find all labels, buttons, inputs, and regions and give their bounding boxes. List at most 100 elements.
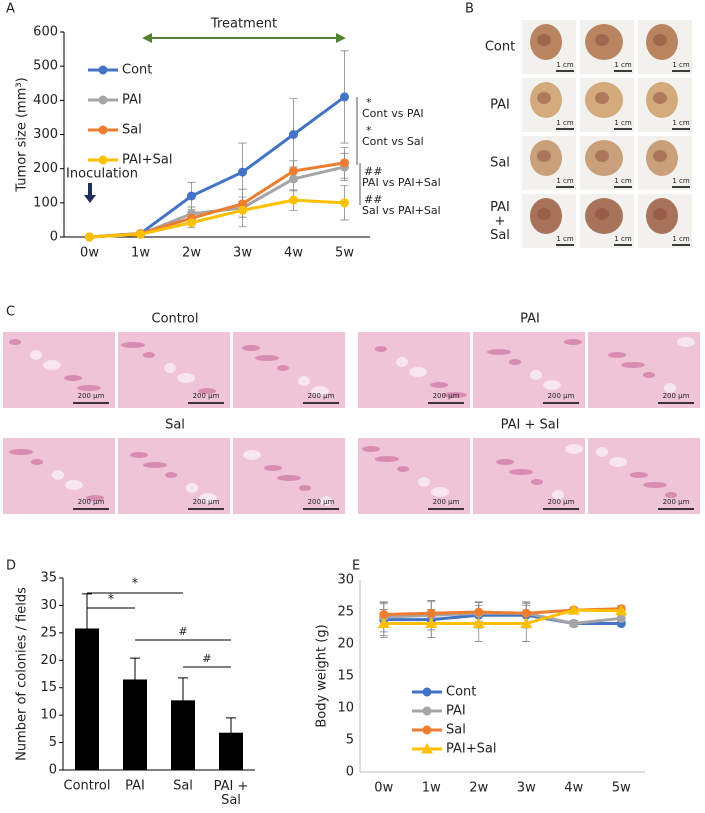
panel-label: D — [6, 559, 16, 574]
x-tick-label: 1w — [131, 246, 150, 261]
point — [520, 617, 533, 629]
y-tick-label: 5 — [346, 733, 354, 748]
y-tick-label: 10 — [337, 701, 354, 716]
scale-label: 1 cm — [556, 177, 574, 185]
point — [567, 604, 580, 615]
tissue-detail — [530, 370, 542, 380]
photo-row-label: Cont — [485, 40, 515, 55]
y-tick-label: 20 — [337, 637, 354, 652]
inoculation-arrow — [84, 183, 96, 203]
panel-label: E — [352, 559, 360, 574]
x-tick-label: 3w — [517, 781, 536, 796]
y-tick-label: 100 — [33, 195, 58, 210]
photo-row-label: PAI + Sal — [490, 200, 510, 243]
treatment-arrow — [142, 33, 346, 43]
tissue-detail — [43, 360, 61, 370]
y-axis-label: Body weight (g) — [315, 624, 330, 727]
tissue-detail — [418, 477, 430, 487]
group-title: PAI + Sal — [501, 418, 560, 433]
tissue-detail — [298, 376, 310, 386]
x-tick-label: Sal — [173, 779, 193, 794]
tissue-detail — [409, 367, 427, 377]
point — [289, 174, 298, 184]
legend-marker — [98, 65, 108, 75]
tissue-detail — [77, 385, 101, 391]
y-tick-label: 0 — [50, 230, 58, 245]
scale-label: 1 cm — [672, 177, 690, 185]
legend-marker — [422, 706, 432, 716]
scale-label: 200 µm — [78, 392, 105, 400]
tissue-detail — [255, 355, 279, 361]
tissue-detail — [397, 466, 409, 472]
tissue-detail — [375, 346, 387, 352]
panel-label: A — [6, 2, 15, 17]
point — [377, 617, 390, 629]
scale-label: 200 µm — [663, 498, 690, 506]
significance-mark: * — [108, 593, 115, 608]
x-tick-label: Control — [64, 779, 111, 794]
tissue-detail — [565, 444, 583, 454]
legend-marker — [421, 743, 433, 754]
tissue-detail — [143, 462, 167, 468]
tumor-detail — [653, 150, 667, 162]
tissue-detail — [264, 465, 282, 471]
x-tick-label: 5w — [335, 246, 354, 261]
point — [425, 617, 438, 629]
y-tick-label: 15 — [40, 680, 57, 695]
tissue-detail — [320, 496, 332, 506]
tissue-detail — [375, 456, 399, 462]
point — [187, 218, 196, 228]
tissue-detail — [64, 375, 82, 381]
tissue-detail — [509, 359, 521, 365]
scale-label: 200 µm — [193, 392, 220, 400]
point — [289, 166, 298, 176]
scale-label: 1 cm — [672, 119, 690, 127]
tissue-detail — [608, 352, 626, 358]
tumor-detail — [537, 34, 551, 46]
scale-label: 200 µm — [433, 498, 460, 506]
y-tick-label: 20 — [40, 653, 57, 668]
significance-bracket — [87, 592, 231, 668]
tumor-detail — [537, 208, 551, 220]
significance-bracket — [356, 97, 361, 205]
histology-photo — [233, 332, 345, 408]
tissue-detail — [531, 479, 543, 485]
legend-label: Cont — [122, 63, 152, 78]
legend-label: Cont — [446, 685, 476, 700]
x-tick-label: 4w — [284, 246, 303, 261]
tissue-detail — [165, 472, 177, 478]
tissue-detail — [443, 392, 467, 398]
tissue-detail — [431, 487, 449, 497]
x-tick-label: 2w — [182, 246, 201, 261]
scale-label: 1 cm — [614, 119, 632, 127]
tissue-detail — [86, 495, 104, 501]
scale-label: 200 µm — [308, 392, 335, 400]
scale-label: 200 µm — [193, 498, 220, 506]
scale-label: 200 µm — [433, 392, 460, 400]
legend-marker — [98, 125, 108, 135]
y-tick-label: 25 — [40, 625, 57, 640]
scale-label: 200 µm — [548, 392, 575, 400]
legend-label: PAI — [446, 704, 466, 719]
tissue-detail — [299, 485, 311, 491]
treatment-label: Treatment — [210, 17, 277, 32]
tissue-detail — [277, 365, 289, 371]
scale-label: 1 cm — [614, 177, 632, 185]
series-line — [383, 608, 622, 626]
legend-label: PAI+Sal — [446, 742, 496, 757]
point — [289, 130, 298, 139]
point — [616, 613, 626, 623]
y-tick-label: 0 — [346, 765, 354, 780]
tissue-detail — [177, 373, 195, 383]
tissue-detail — [52, 470, 64, 480]
tissue-detail — [198, 388, 216, 394]
tumor-detail — [653, 208, 667, 220]
group-title: Sal — [165, 418, 185, 433]
tissue-detail — [30, 350, 42, 360]
x-tick-label: 3w — [233, 246, 252, 261]
tissue-detail — [9, 449, 33, 455]
tissue-detail — [130, 452, 148, 458]
tissue-detail — [277, 475, 301, 481]
tissue-detail — [199, 493, 217, 503]
